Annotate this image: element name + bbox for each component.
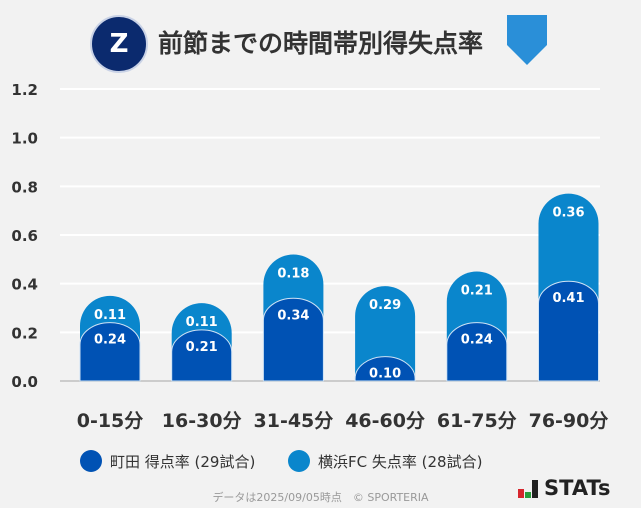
data-label: 0.34 [277, 308, 309, 323]
data-label: 0.21 [186, 340, 218, 355]
data-label: 0.24 [94, 333, 126, 348]
stats-brand: STATs [518, 476, 611, 500]
x-tick-label: 61-75分 [437, 410, 517, 432]
stats-logo-text: STATs [544, 476, 611, 500]
bar-yokohama-conceded [355, 286, 416, 381]
chart-title: 前節までの時間帯別得失点率 [158, 29, 484, 58]
stacked-bar-chart: 0.0 0.2 0.4 0.6 0.8 1.0 1.2 0.24 0.11 0-15分 0.21 0.… [11, 81, 609, 432]
data-label: 0.11 [186, 315, 218, 330]
y-tick-label: 1.2 [11, 81, 38, 99]
bar-machida-scored [446, 322, 508, 382]
bar-machida-scored [262, 297, 324, 382]
legend-label: 横浜FC 失点率 (28試合) [318, 452, 483, 471]
data-label: 0.24 [461, 333, 493, 348]
x-tick-label: 16-30分 [162, 410, 242, 432]
data-label: 0.11 [94, 308, 126, 323]
data-label: 0.18 [277, 266, 309, 281]
legend-item-machida: 町田 得点率 (29試合) [80, 450, 255, 472]
bar-machida-scored [171, 329, 233, 382]
footer-note: データは2025/09/05時点 © SPORTERIA [212, 491, 429, 504]
data-label: 0.10 [369, 367, 401, 382]
y-tick-label: 0.4 [11, 276, 38, 294]
x-tick-label: 76-90分 [529, 410, 609, 432]
bar-machida-scored [538, 280, 599, 382]
data-label: 0.41 [552, 291, 584, 306]
data-label: 0.29 [369, 298, 401, 313]
y-tick-label: 0.2 [11, 324, 38, 342]
y-tick-label: 0.6 [11, 227, 38, 245]
legend-swatch [80, 450, 102, 472]
legend-swatch [288, 450, 310, 472]
x-tick-label: 46-60分 [345, 410, 425, 432]
legend-item-yokohama: 横浜FC 失点率 (28試合) [288, 450, 482, 472]
y-tick-label: 0.8 [11, 178, 38, 196]
x-tick-label: 0-15分 [77, 410, 144, 432]
legend-label: 町田 得点率 (29試合) [110, 452, 256, 471]
bar-machida-scored [354, 356, 416, 382]
data-label: 0.21 [461, 284, 493, 299]
x-tick-label: 31-45分 [254, 410, 334, 432]
y-tick-label: 1.0 [11, 130, 38, 148]
data-label: 0.36 [552, 206, 584, 221]
bar-machida-scored [79, 322, 141, 382]
logo-machida-zelvia: Z [90, 15, 148, 73]
y-tick-label: 0.0 [11, 373, 38, 391]
